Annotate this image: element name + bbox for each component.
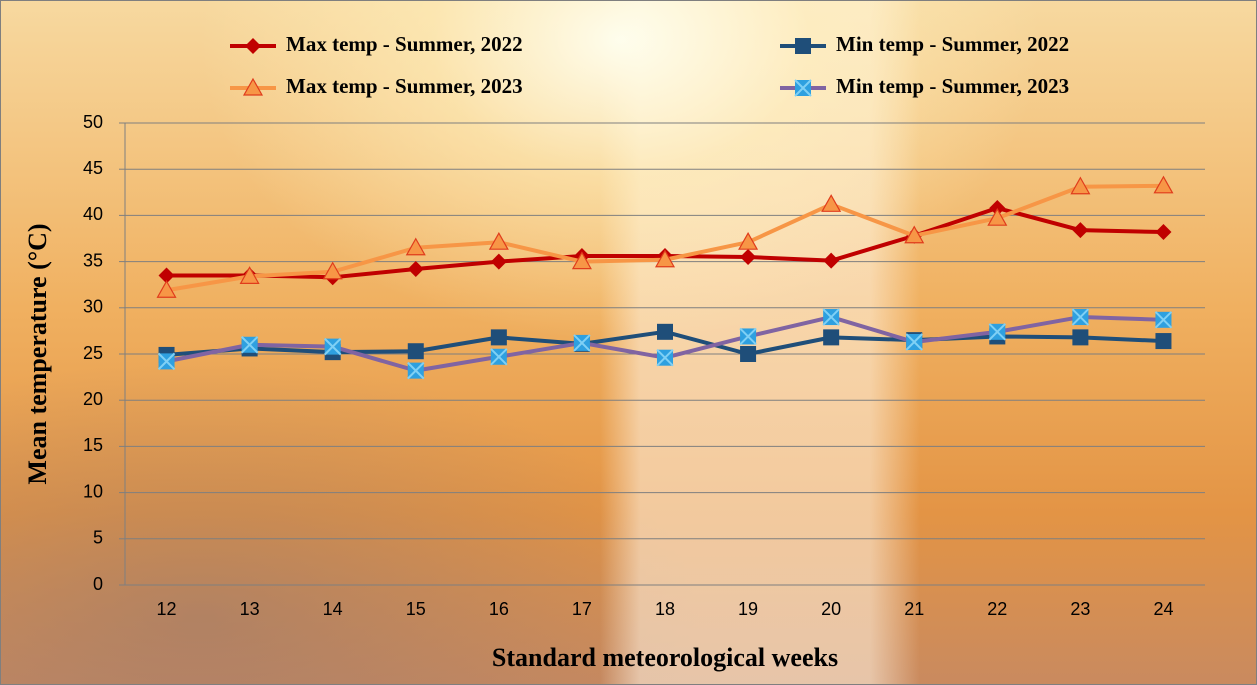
marker [408, 363, 424, 379]
marker [1072, 329, 1088, 345]
marker [657, 324, 673, 340]
x-axis-title: Standard meteorological weeks [492, 643, 838, 672]
y-tick-label: 15 [83, 435, 103, 455]
marker [325, 339, 341, 355]
x-tick-label: 15 [406, 599, 426, 619]
x-tick-label: 13 [240, 599, 260, 619]
marker [795, 38, 811, 54]
x-tick-label: 22 [987, 599, 1007, 619]
y-tick-label: 20 [83, 389, 103, 409]
marker [657, 350, 673, 366]
x-tick-label: 18 [655, 599, 675, 619]
y-tick-label: 50 [83, 112, 103, 132]
frame [1, 1, 1257, 685]
marker [989, 324, 1005, 340]
x-tick-label: 23 [1070, 599, 1090, 619]
marker [740, 328, 756, 344]
marker [823, 329, 839, 345]
y-tick-label: 30 [83, 297, 103, 317]
marker [822, 195, 840, 211]
x-tick-label: 24 [1153, 599, 1173, 619]
x-tick-label: 19 [738, 599, 758, 619]
marker [491, 329, 507, 345]
marker [242, 337, 258, 353]
marker [491, 349, 507, 365]
marker [1155, 224, 1171, 240]
marker [245, 38, 261, 54]
marker [1072, 309, 1088, 325]
y-tick-label: 40 [83, 204, 103, 224]
marker [1072, 222, 1088, 238]
marker [823, 309, 839, 325]
x-tick-label: 21 [904, 599, 924, 619]
x-tick-label: 20 [821, 599, 841, 619]
y-tick-label: 45 [83, 158, 103, 178]
marker [408, 343, 424, 359]
page: {"chart_data": {"type": "line", "x_label… [0, 0, 1257, 685]
y-tick-label: 25 [83, 343, 103, 363]
x-tick-label: 12 [157, 599, 177, 619]
x-tick-label: 17 [572, 599, 592, 619]
y-axis-title: Mean temperature (°C) [23, 223, 52, 484]
series-line [167, 186, 1164, 290]
marker [740, 249, 756, 265]
legend-label: Max temp - Summer, 2022 [286, 32, 523, 56]
y-tick-label: 5 [93, 528, 103, 548]
marker [1155, 333, 1171, 349]
x-tick-label: 16 [489, 599, 509, 619]
marker [906, 334, 922, 350]
legend-label: Min temp - Summer, 2022 [836, 32, 1069, 56]
marker [795, 80, 811, 96]
marker [159, 353, 175, 369]
marker [491, 254, 507, 270]
legend-label: Min temp - Summer, 2023 [836, 74, 1069, 98]
y-tick-label: 35 [83, 250, 103, 270]
chart: Standard meteorological weeks Mean tempe… [0, 0, 1257, 685]
marker [1155, 312, 1171, 328]
x-tick-label: 14 [323, 599, 343, 619]
y-tick-label: 10 [83, 481, 103, 501]
y-tick-label: 0 [93, 574, 103, 594]
legend-label: Max temp - Summer, 2023 [286, 74, 523, 98]
marker [823, 253, 839, 269]
marker [408, 261, 424, 277]
marker [574, 335, 590, 351]
marker [740, 346, 756, 362]
